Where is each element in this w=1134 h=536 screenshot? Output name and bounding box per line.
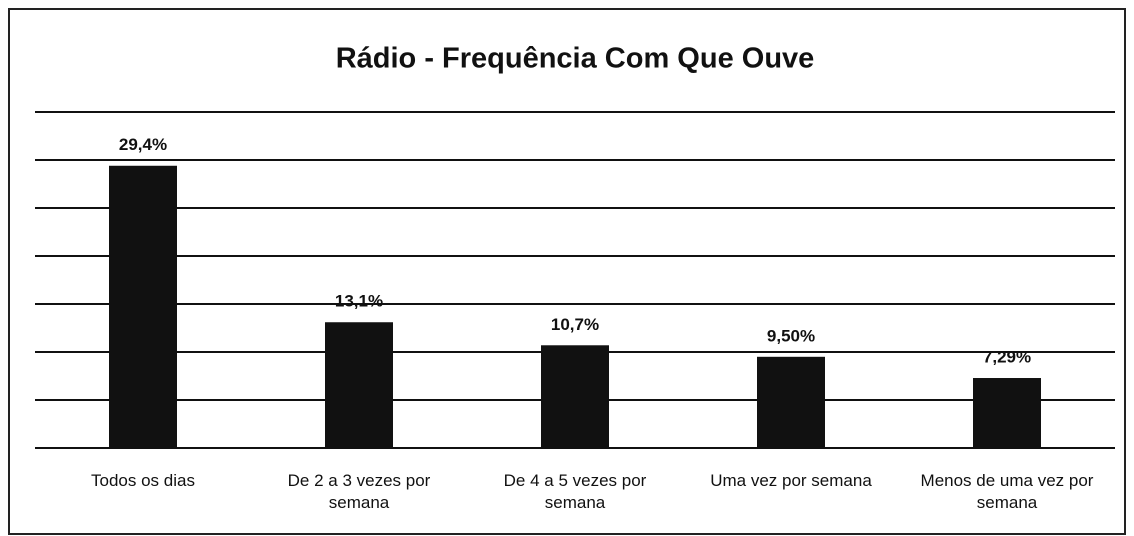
x-tick-label: Todos os dias (91, 471, 195, 490)
data-label: 13,1% (335, 292, 383, 311)
data-label: 9,50% (767, 326, 815, 345)
bar (541, 345, 609, 448)
bar (757, 356, 825, 448)
data-label: 7,29% (983, 348, 1031, 367)
x-tick-label: Uma vez por semana (710, 471, 872, 490)
chart-title: Rádio - Frequência Com Que Ouve (336, 43, 815, 75)
chart-frame (8, 8, 1126, 535)
bar (325, 322, 393, 448)
bar (109, 165, 177, 448)
data-label: 10,7% (551, 315, 599, 334)
x-tick-label: Menos de uma vez por semana (920, 471, 1094, 512)
bar (973, 378, 1041, 448)
x-tick-label: De 2 a 3 vezes por semana (287, 471, 431, 512)
data-label: 29,4% (119, 135, 167, 154)
x-tick-label: De 4 a 5 vezes por semana (503, 471, 647, 512)
